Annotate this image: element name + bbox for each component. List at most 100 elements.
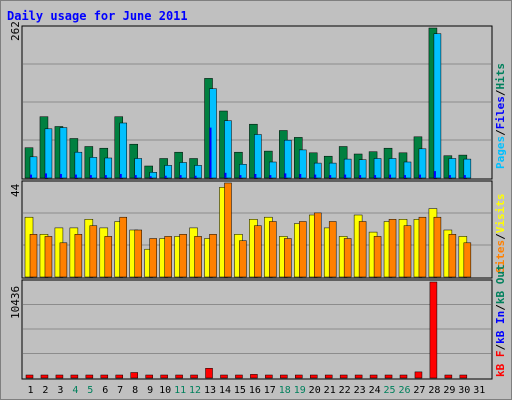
bar-sites-day-15 bbox=[239, 240, 247, 278]
bar-pages-day-29 bbox=[448, 175, 451, 178]
bar-pages-day-27 bbox=[418, 174, 421, 178]
x-tick-label-day-12: 12 bbox=[189, 385, 201, 396]
bar-pages-day-16 bbox=[254, 174, 257, 178]
bar-kbf-day-6 bbox=[100, 374, 109, 379]
x-tick-label-day-28: 28 bbox=[428, 385, 440, 396]
bar-sites-day-10 bbox=[164, 236, 172, 278]
legend-sep: / bbox=[494, 89, 507, 96]
bar-files-day-24 bbox=[373, 158, 382, 179]
bar-pages-day-13 bbox=[209, 127, 212, 178]
bar-kbf-day-15 bbox=[235, 374, 243, 379]
x-tick-label-day-9: 9 bbox=[147, 385, 153, 396]
bar-sites-day-27 bbox=[418, 216, 427, 278]
bar-kbf-day-1 bbox=[25, 374, 34, 379]
bar-pages-day-1 bbox=[30, 174, 32, 178]
x-tick-label-day-25: 25 bbox=[383, 385, 395, 396]
bar-pages-day-20 bbox=[314, 174, 317, 178]
bar-sites-day-11 bbox=[179, 234, 187, 278]
bar-files-day-17 bbox=[269, 161, 277, 179]
max-label-visits: 44 bbox=[9, 183, 22, 197]
legend-visits: Visits bbox=[494, 194, 507, 234]
bar-files-day-11 bbox=[179, 162, 187, 179]
x-tick-label-day-2: 2 bbox=[42, 385, 48, 396]
bar-files-day-7 bbox=[119, 122, 128, 179]
bar-kbf-day-30 bbox=[459, 374, 468, 379]
bar-pages-day-23 bbox=[359, 175, 362, 178]
bar-kbf-day-7 bbox=[115, 374, 124, 379]
x-tick-label-day-30: 30 bbox=[458, 385, 470, 396]
bar-files-day-30 bbox=[463, 158, 472, 179]
bar-kbf-day-8 bbox=[130, 372, 138, 379]
bar-sites-day-12 bbox=[194, 236, 202, 278]
bar-sites-day-28 bbox=[433, 216, 442, 278]
bar-files-day-6 bbox=[104, 157, 113, 179]
bar-sites-day-22 bbox=[343, 238, 352, 278]
bars-layer bbox=[23, 27, 491, 379]
bar-sites-day-14 bbox=[224, 182, 232, 278]
bar-sites-day-7 bbox=[119, 216, 128, 278]
legend-kbout: kB Out bbox=[494, 264, 507, 304]
legend-kbf: kB F bbox=[494, 351, 507, 378]
bar-files-day-9 bbox=[149, 172, 157, 179]
bar-files-day-4 bbox=[74, 151, 83, 179]
bar-kbf-day-17 bbox=[265, 374, 273, 379]
bar-files-day-12 bbox=[194, 165, 202, 179]
bar-pages-day-10 bbox=[164, 175, 167, 178]
bar-kbf-day-9 bbox=[145, 374, 153, 379]
bar-files-day-15 bbox=[239, 164, 247, 179]
bar-kbf-day-23 bbox=[354, 374, 363, 379]
bar-pages-day-12 bbox=[194, 175, 197, 178]
bar-files-day-23 bbox=[358, 159, 367, 179]
legend-sep: / bbox=[494, 233, 507, 240]
x-tick-label-day-18: 18 bbox=[279, 385, 291, 396]
bar-sites-day-26 bbox=[403, 225, 412, 278]
bar-files-day-14 bbox=[224, 120, 232, 179]
bar-files-day-8 bbox=[134, 158, 142, 179]
x-tick-label-day-4: 4 bbox=[72, 385, 78, 396]
legend-pages: Pages bbox=[494, 136, 507, 169]
bar-sites-day-5 bbox=[89, 225, 98, 278]
x-tick-label-day-29: 29 bbox=[443, 385, 455, 396]
bar-pages-day-26 bbox=[404, 175, 406, 178]
bar-hits-day-9 bbox=[144, 165, 153, 179]
max-label-kb: 10436 bbox=[9, 286, 22, 319]
bar-files-day-28 bbox=[433, 33, 442, 179]
bar-kbf-day-28 bbox=[429, 281, 438, 379]
x-tick-label-day-13: 13 bbox=[204, 385, 216, 396]
bar-pages-day-15 bbox=[239, 175, 242, 178]
legend-hits-files-pages: Pages/Files/Hits bbox=[494, 63, 507, 169]
bar-kbf-day-10 bbox=[160, 374, 168, 379]
legend-sites: Sites bbox=[494, 240, 507, 273]
bar-kbf-day-3 bbox=[55, 374, 64, 379]
bar-sites-day-1 bbox=[29, 234, 38, 278]
bar-sites-day-23 bbox=[358, 221, 367, 278]
bar-pages-day-3 bbox=[59, 174, 62, 178]
bar-pages-day-2 bbox=[44, 173, 47, 178]
max-label-hits: 262 bbox=[9, 21, 22, 41]
bar-files-day-21 bbox=[328, 162, 337, 179]
bar-sites-day-21 bbox=[328, 221, 337, 278]
bar-pages-day-18 bbox=[284, 173, 287, 178]
bar-kbf-day-19 bbox=[295, 374, 303, 379]
bar-sites-day-25 bbox=[388, 219, 397, 278]
x-tick-label-day-6: 6 bbox=[102, 385, 108, 396]
bar-kbf-day-12 bbox=[190, 374, 198, 379]
x-tick-label-day-5: 5 bbox=[87, 385, 93, 396]
bar-pages-day-14 bbox=[224, 172, 227, 178]
bar-sites-day-29 bbox=[448, 234, 457, 278]
bar-kbf-day-21 bbox=[324, 374, 333, 379]
x-tick-labels: 1 2 3 4 5 6 7 8 9 10 11 12 13 14 15 16 17 18 19 20 21 22 23 24 2… bbox=[27, 385, 485, 396]
bar-kbf-day-11 bbox=[175, 374, 183, 379]
bar-files-day-1 bbox=[29, 156, 38, 179]
bar-kbf-day-5 bbox=[85, 374, 94, 379]
x-tick-label-day-26: 26 bbox=[398, 385, 410, 396]
x-tick-label-day-14: 14 bbox=[219, 385, 231, 396]
bar-files-day-20 bbox=[313, 162, 322, 179]
bar-files-day-3 bbox=[59, 127, 68, 179]
x-tick-label-day-22: 22 bbox=[339, 385, 351, 396]
bar-sites-day-9 bbox=[149, 238, 157, 278]
bar-pages-day-9 bbox=[149, 176, 152, 178]
bar-sites-day-19 bbox=[299, 221, 307, 278]
